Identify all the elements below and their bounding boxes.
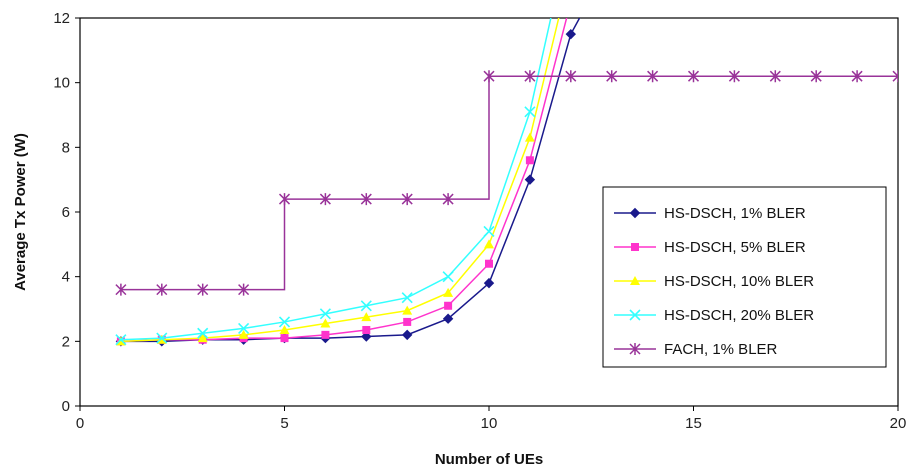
legend-marker [630,276,640,285]
data-point [647,70,659,83]
data-point [238,283,250,296]
data-point [485,259,493,268]
data-point [156,283,168,296]
data-point [401,292,413,304]
y-axis-title: Average Tx Power (W) [12,133,29,291]
data-point [565,70,577,83]
data-point [483,277,495,289]
data-point [524,174,536,185]
y-tick-label: 10 [53,75,70,92]
data-point [238,329,249,339]
y-tick-label: 4 [62,269,70,286]
series-5 [115,70,898,296]
legend-label: HS-DSCH, 20% BLER [664,307,814,324]
data-point [115,283,127,296]
data-point [197,283,209,296]
data-point [525,156,534,165]
data-point [403,317,412,326]
data-point [769,70,781,83]
data-point [319,193,331,206]
series-line [120,18,560,343]
legend-marker [631,243,639,251]
series-layer [115,18,898,347]
data-point [361,331,372,342]
data-point [238,322,250,334]
data-point [279,325,290,335]
y-tick-label: 0 [62,398,70,415]
data-point [197,327,209,339]
series-line [120,18,552,341]
data-point [484,239,494,249]
legend-label: FACH, 1% BLER [664,341,778,358]
data-point [442,313,454,324]
x-axis-title: Number of UEs [435,451,543,468]
legend-label: HS-DSCH, 5% BLER [664,239,806,256]
x-tick-label: 5 [280,415,288,432]
x-axis-ticks: 0 5 10 15 20 [76,406,907,432]
data-point [851,70,863,83]
data-point [361,312,372,322]
data-point [401,193,413,206]
legend-entry: HS-DSCH, 20% BLER [614,307,814,324]
y-tick-label: 2 [62,333,70,350]
y-tick-label: 8 [62,139,70,156]
legend-entry: HS-DSCH, 5% BLER [614,239,806,256]
x-tick-label: 10 [481,415,498,432]
x-tick-label: 20 [890,415,907,432]
data-point [278,193,291,206]
data-point [443,287,454,297]
data-point [156,332,168,344]
series-4 [115,18,552,346]
legend-marker [629,343,641,355]
data-point [442,193,454,206]
data-point [524,106,536,118]
legend-label: HS-DSCH, 1% BLER [664,205,806,222]
data-point [321,330,330,339]
x-tick-label: 0 [76,415,84,432]
series-line [120,18,568,343]
data-point [606,70,618,83]
data-point [362,326,371,335]
data-point [401,329,413,341]
data-point [278,316,291,328]
data-point [360,300,372,312]
data-point [402,305,413,315]
data-point [280,334,289,343]
legend-entry: FACH, 1% BLER [614,341,778,358]
y-tick-label: 12 [53,10,70,27]
legend-marker [629,309,641,321]
data-point [892,70,898,83]
data-point [524,132,535,142]
legend-entry: HS-DSCH, 1% BLER [614,205,806,222]
legend-label: HS-DSCH, 10% BLER [664,273,814,290]
legend: HS-DSCH, 1% BLER HS-DSCH, 5% BLER HS-DSCH,… [602,186,887,368]
data-point [810,70,822,83]
series-line [120,75,898,291]
data-point [444,301,453,310]
data-point [687,70,700,83]
data-point [320,318,331,328]
x-tick-label: 15 [685,415,702,432]
data-point [360,193,372,206]
data-point [524,70,536,83]
data-point [483,225,495,237]
data-point [319,308,331,320]
legend-entry: HS-DSCH, 10% BLER [614,273,814,290]
data-point [728,70,740,83]
legend-marker [629,207,641,219]
data-point [483,70,495,83]
data-point [115,334,127,346]
data-point [442,271,454,283]
y-axis-ticks: 0 2 4 6 8 10 12 [53,10,80,415]
legend-box [602,186,887,368]
data-point [565,28,577,40]
data-point [197,333,208,343]
y-tick-label: 6 [62,204,70,221]
